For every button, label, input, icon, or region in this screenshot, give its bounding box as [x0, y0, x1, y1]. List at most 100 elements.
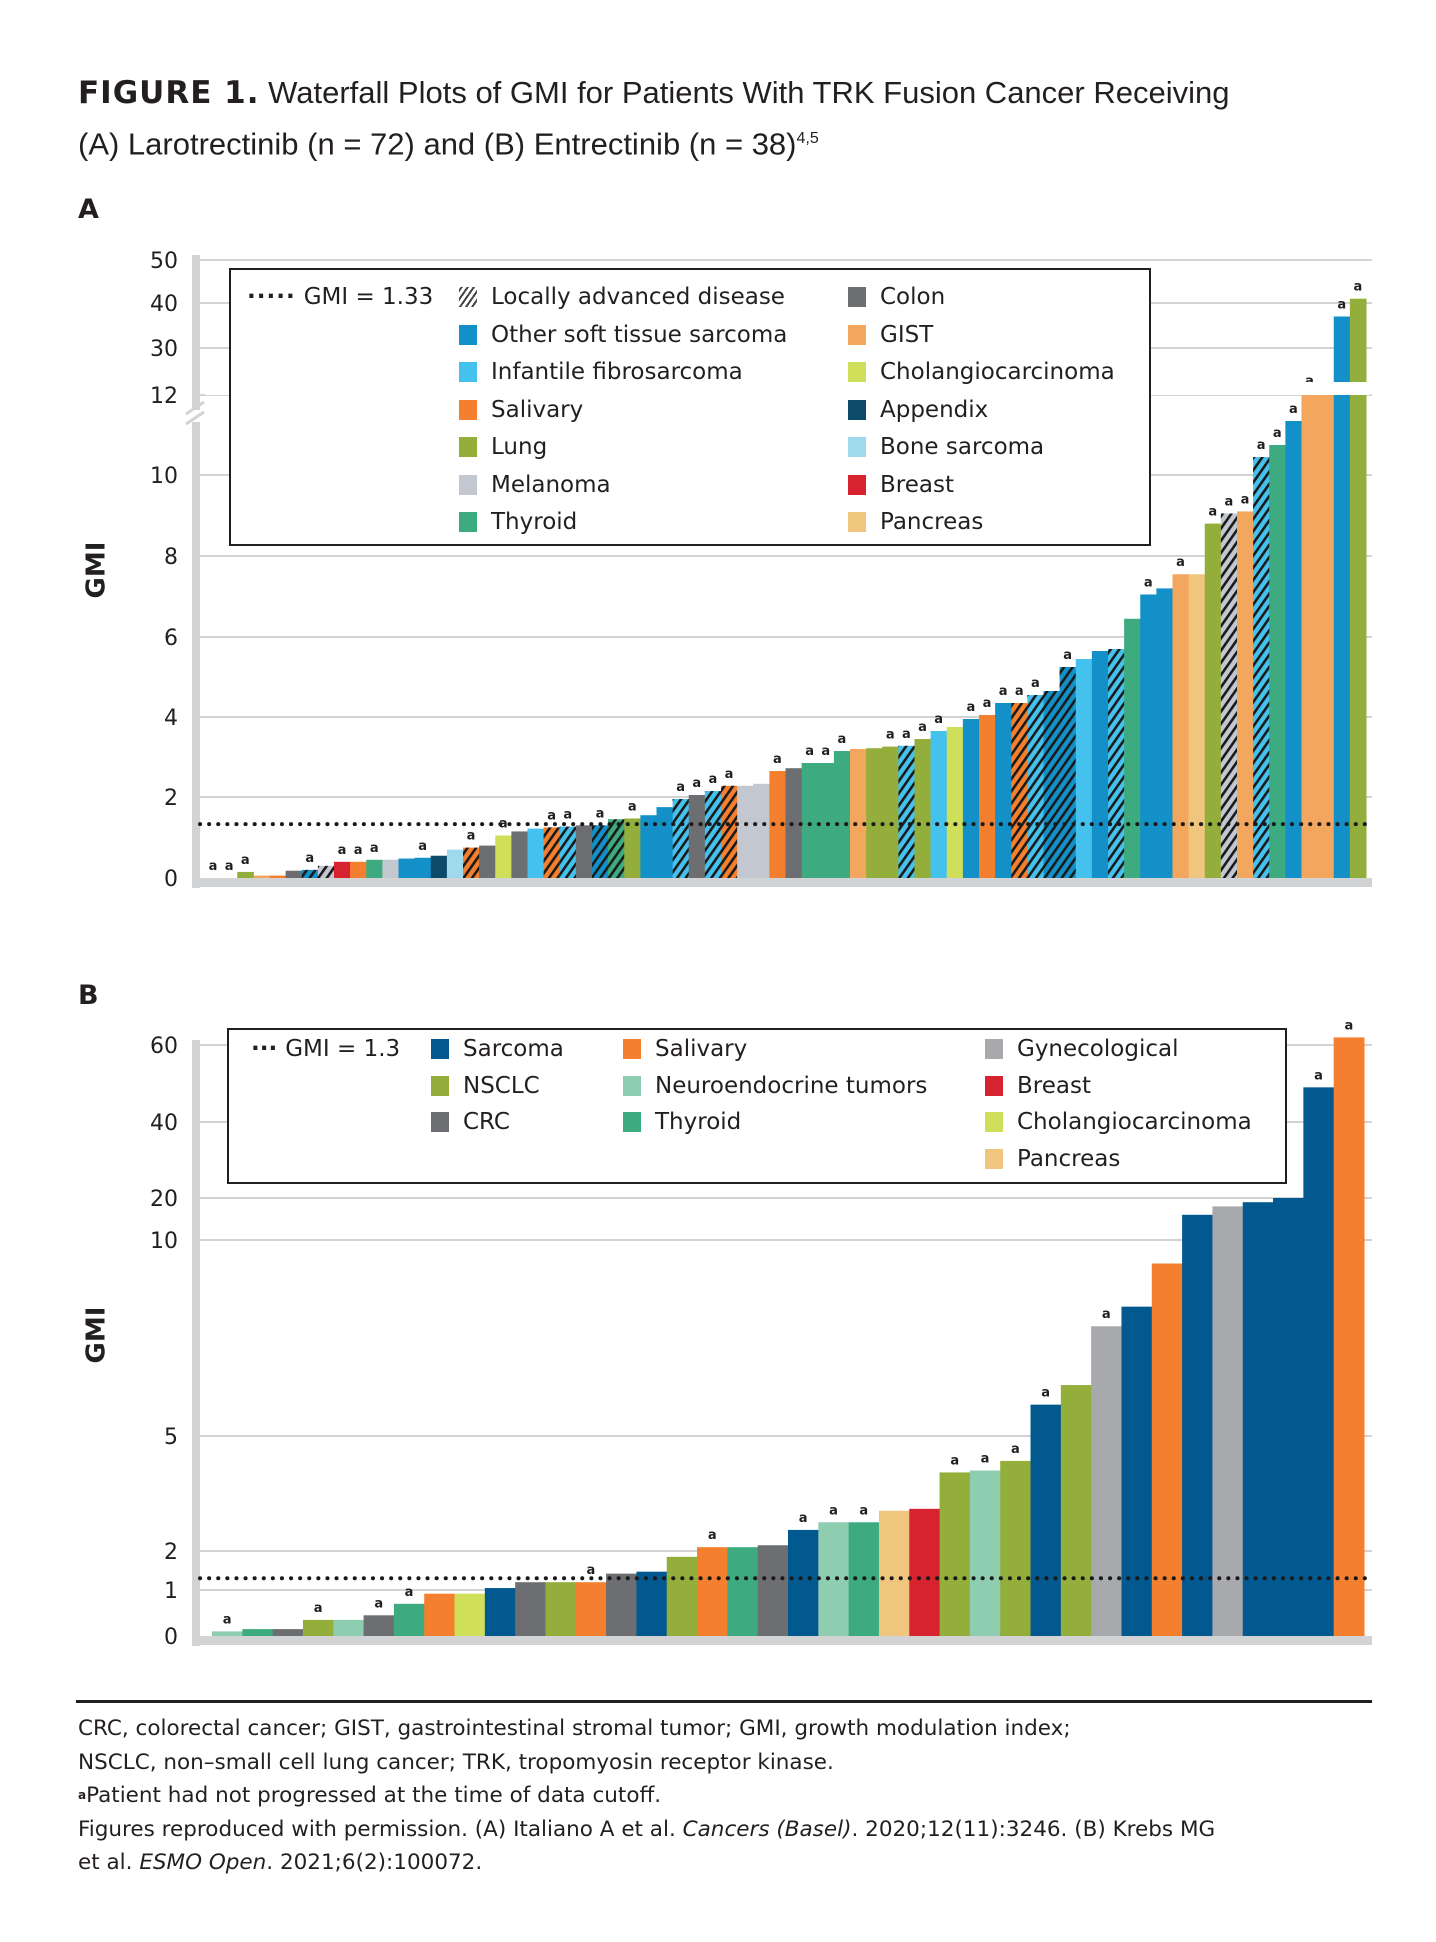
not-progressed-marker: a [467, 829, 476, 844]
bar-a [1301, 395, 1319, 878]
color-swatch-icon [459, 474, 477, 495]
not-progressed-marker: a [596, 806, 605, 821]
legend-item-pancreas: Pancreas [848, 509, 983, 535]
color-swatch-icon [985, 1112, 1003, 1132]
bar-a [866, 748, 883, 878]
color-swatch-icon [848, 287, 866, 307]
bar-a [1269, 445, 1286, 878]
bar-b [363, 1615, 395, 1636]
bar-a-hatch [559, 826, 577, 878]
bar-a [253, 875, 270, 878]
bar-a-hatch [721, 785, 738, 878]
legend-label: Cholangiocarcinoma [880, 359, 1115, 385]
bar-b [1151, 1263, 1183, 1636]
not-progressed-marker: a [838, 732, 847, 747]
citation-text: . 2021;6(2):100072. [266, 1850, 483, 1875]
not-progressed-marker: a [1257, 438, 1266, 453]
not-progressed-marker: a [1144, 575, 1153, 590]
bar-a [527, 828, 545, 878]
legend-label: Appendix [880, 396, 989, 423]
bar-a-hatch [898, 745, 915, 878]
bar-b [424, 1593, 456, 1636]
not-progressed-marker: a [314, 1601, 323, 1616]
bar-a-hatch [672, 799, 690, 878]
legend-item-gist: GIST [848, 322, 933, 348]
legend-label: CRC [463, 1109, 510, 1135]
legend-label: Breast [880, 471, 954, 498]
bar-b [333, 1619, 365, 1636]
legend-label: Melanoma [491, 471, 611, 498]
bar-b [697, 1547, 728, 1636]
not-progressed-marker: a [223, 1612, 232, 1627]
not-progressed-marker: a [628, 799, 637, 814]
not-progressed-marker: a [1225, 494, 1234, 509]
not-progressed-marker: a [981, 1452, 990, 1467]
bar-b [1030, 1404, 1062, 1636]
legend-item-gynecological: Gynecological [985, 1036, 1178, 1062]
bar-b [939, 1472, 971, 1636]
not-progressed-marker: a [587, 1563, 596, 1578]
bar-a-hatch [1108, 649, 1125, 878]
bar-a [1204, 523, 1222, 878]
bar-a [737, 785, 754, 878]
footnote-divider [76, 1700, 1372, 1703]
bar-a [914, 739, 932, 878]
not-progressed-marker: a [563, 808, 572, 823]
color-swatch-icon [431, 1075, 449, 1096]
bar-b [818, 1522, 850, 1636]
bar-b [454, 1593, 486, 1636]
color-swatch-icon [459, 512, 477, 532]
y-tick-label-a: 10 [150, 464, 178, 489]
bar-b [1303, 1087, 1335, 1636]
color-swatch-icon [623, 1039, 641, 1059]
legend-label: Breast [1017, 1072, 1091, 1099]
color-swatch-icon [848, 512, 866, 532]
legend-label: Lung [491, 434, 548, 460]
bar-b [515, 1582, 546, 1636]
not-progressed-marker: a [374, 1596, 383, 1611]
color-swatch-icon [985, 1075, 1003, 1096]
legend-label: Thyroid [655, 1109, 742, 1135]
color-swatch-icon [848, 324, 866, 345]
not-progressed-marker: a [370, 841, 379, 856]
bar-a [1349, 395, 1367, 878]
legend-label: GMI = 1.33 [303, 284, 434, 310]
not-progressed-marker: a [1041, 1386, 1050, 1401]
legend-label: Neuroendocrine tumors [655, 1072, 928, 1099]
legend-b: ··· GMI = 1.3 Sarcoma NSCLC CRC Salivary Neu… [227, 1028, 1287, 1184]
legend-label: NSCLC [463, 1072, 540, 1099]
legend-item-breast: Breast [848, 472, 954, 498]
panel-b-label: B [78, 980, 99, 1011]
bar-a [382, 859, 399, 878]
bar-a [1188, 574, 1206, 878]
citation-text: . 2020;12(11):3246. (B) Krebs MG [851, 1816, 1216, 1842]
bar-a [833, 751, 851, 878]
abbreviations-line-1: CRC, colorectal cancer; GIST, gastrointe… [78, 1716, 1071, 1741]
bar-a [1156, 588, 1173, 878]
not-progressed-marker: a [1208, 505, 1217, 520]
bar-a-hatch [1220, 513, 1238, 878]
bar-a [414, 857, 432, 878]
color-swatch-icon [848, 362, 866, 382]
color-swatch-icon [459, 399, 477, 420]
legend-label: Infantile fibrosarcoma [491, 359, 743, 385]
x-axis-a [192, 878, 1372, 887]
bar-a-hatch [317, 865, 335, 878]
not-progressed-marker: a [1273, 426, 1282, 441]
legend-label: GIST [880, 321, 934, 348]
bar-a [1124, 618, 1141, 878]
bar-a [575, 825, 593, 878]
not-progressed-marker: a [1011, 1442, 1020, 1457]
legend-label: Salivary [655, 1036, 748, 1062]
bar-b [636, 1571, 668, 1636]
not-progressed-marker: a [499, 816, 508, 831]
legend-item-bone-sarcoma: Bone sarcoma [848, 434, 1044, 460]
figure-label: FIGURE 1. [78, 75, 260, 111]
legend-item-pancreas: Pancreas [985, 1146, 1120, 1172]
legend-item-crc: CRC [431, 1109, 510, 1135]
legend-a: ····· GMI = 1.33 Locally advanced diseas… [229, 268, 1151, 546]
citation-line-1: Figures reproduced with permission. (A) … [78, 1813, 1378, 1847]
not-progressed-marker: a [902, 727, 911, 742]
not-progressed-marker: a [934, 712, 943, 727]
bar-a [995, 703, 1012, 878]
